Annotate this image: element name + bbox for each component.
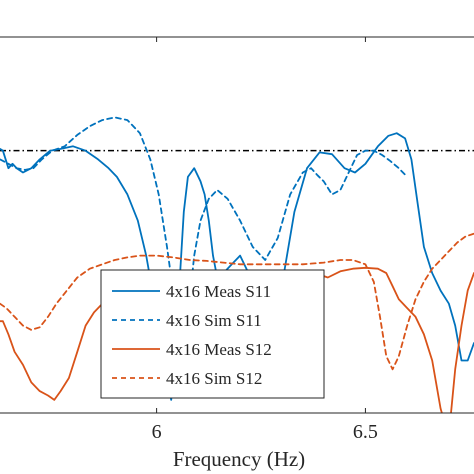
legend-label-2: 4x16 Sim S11 xyxy=(166,311,262,330)
series-line-1 xyxy=(0,132,474,401)
legend[interactable]: 4x16 Meas S11 4x16 Sim S11 4x16 Meas S12 4x… xyxy=(100,269,325,399)
legend-label-4: 4x16 Sim S12 xyxy=(166,369,262,388)
x-tick-label: 6 xyxy=(152,421,162,443)
series-line-4 xyxy=(0,232,474,371)
x-axis-label: Frequency (Hz) xyxy=(173,447,305,471)
series-line-2 xyxy=(0,116,409,344)
legend-label-1: 4x16 Meas S11 xyxy=(166,282,271,301)
legend-label-3: 4x16 Meas S12 xyxy=(166,340,272,359)
x-tick-label: 6.5 xyxy=(353,421,378,443)
